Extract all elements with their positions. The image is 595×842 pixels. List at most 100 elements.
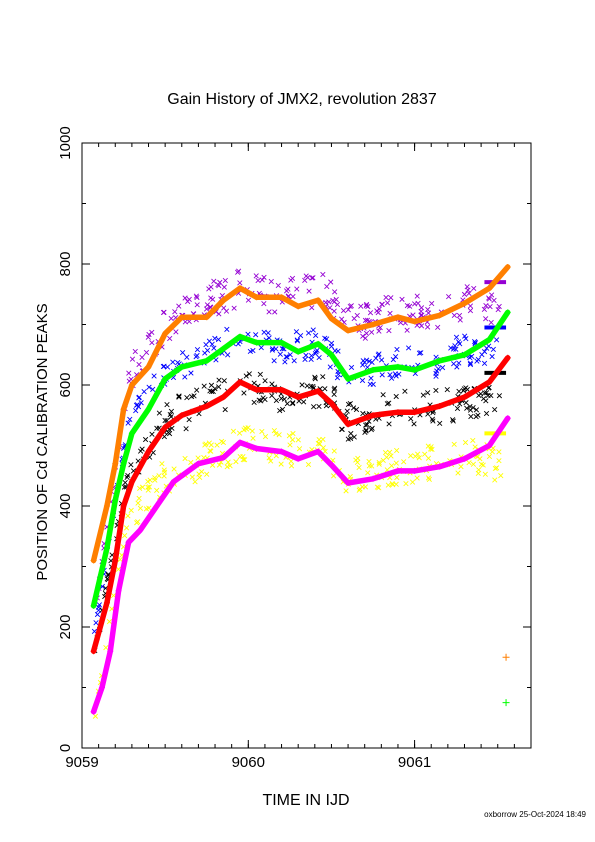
scatter-point — [310, 404, 317, 410]
scatter-point — [186, 416, 192, 423]
series-point — [103, 545, 110, 552]
scatter-point — [356, 487, 362, 493]
scatter-point — [324, 283, 330, 290]
scatter-point — [255, 277, 261, 284]
scatter-point — [384, 300, 391, 306]
scatter-point — [477, 456, 483, 462]
scatter-point — [159, 461, 165, 467]
scatter-point — [343, 488, 349, 494]
scatter-point — [486, 343, 492, 349]
scatter-point — [245, 297, 252, 303]
plot-area — [90, 264, 511, 719]
scatter-point — [363, 427, 369, 433]
scatter-point — [415, 451, 421, 457]
scatter-point — [476, 392, 482, 399]
scatter-point — [134, 520, 140, 526]
scatter-point — [288, 277, 294, 283]
series-point — [90, 648, 97, 655]
scatter-point — [184, 354, 190, 360]
series-point — [370, 321, 377, 328]
scatter-point — [322, 335, 328, 341]
series-point — [328, 400, 335, 407]
scatter-point — [287, 352, 293, 358]
scatter-point — [464, 284, 470, 290]
scatter-point — [142, 436, 149, 443]
scatter-point — [467, 407, 474, 413]
scatter-point — [425, 310, 432, 316]
scatter-point — [236, 430, 243, 436]
scatter-point — [360, 333, 366, 339]
series-point — [128, 382, 135, 388]
scatter-point — [473, 407, 480, 413]
series-point — [370, 412, 377, 419]
scatter-point — [161, 473, 167, 479]
scatter-point — [379, 372, 385, 378]
y-tick-label: 0 — [57, 744, 74, 752]
scatter-point — [261, 274, 267, 280]
series-point — [145, 448, 152, 455]
scatter-point — [117, 556, 123, 563]
scatter-point — [251, 380, 257, 386]
y-tick-label: 600 — [57, 372, 74, 397]
scatter-point — [166, 431, 173, 437]
scatter-point — [253, 332, 259, 338]
scatter-point — [347, 303, 353, 310]
scatter-point — [184, 395, 190, 401]
scatter-point — [358, 303, 364, 309]
scatter-point — [312, 376, 318, 382]
scatter-point — [354, 459, 361, 466]
scatter-point — [416, 455, 422, 461]
series-point — [220, 297, 227, 304]
series-point — [120, 503, 127, 509]
scatter-point — [339, 426, 345, 432]
scatter-point — [237, 280, 243, 286]
scatter-point — [364, 421, 370, 428]
scatter-point — [464, 405, 470, 411]
scatter-point — [331, 448, 337, 454]
scatter-point — [386, 328, 392, 334]
scatter-point — [462, 439, 469, 446]
series-markers — [90, 415, 511, 715]
scatter-point — [145, 478, 151, 485]
scatter-point — [496, 393, 503, 399]
series-point — [504, 264, 511, 271]
series-point — [486, 285, 493, 292]
scatter-point — [388, 453, 394, 459]
scatter-point — [327, 364, 333, 370]
scatter-point — [193, 354, 199, 360]
scatter-point — [314, 347, 320, 353]
scatter-point — [139, 354, 145, 360]
scatter-point — [296, 446, 303, 452]
series-point — [112, 460, 119, 467]
scatter-point — [269, 393, 275, 399]
scatter-point — [268, 458, 274, 464]
series-line — [90, 355, 511, 654]
scatter-point — [362, 317, 369, 324]
series-point — [436, 403, 443, 410]
series-point — [107, 648, 114, 655]
scatter-point — [204, 471, 210, 477]
scatter-point — [317, 441, 323, 447]
scatter-point — [271, 358, 277, 364]
scatter-point — [376, 306, 382, 312]
scatter-point — [495, 306, 501, 313]
scatter-point — [490, 346, 496, 352]
scatter-point — [374, 484, 380, 490]
scatter-point — [139, 484, 146, 490]
scatter-point — [491, 297, 497, 304]
scatter-point — [171, 466, 177, 472]
series-point — [315, 340, 322, 347]
scatter-point — [368, 329, 375, 335]
series-point — [461, 351, 468, 358]
scatter-point — [216, 384, 222, 390]
series-point — [295, 455, 302, 462]
scatter-point — [394, 447, 400, 454]
scatter-point — [498, 473, 504, 479]
scatter-point — [422, 451, 428, 457]
scatter-point — [96, 602, 103, 608]
scatter-point — [340, 308, 347, 314]
scatter-point — [333, 296, 339, 303]
scatter-point — [273, 453, 279, 459]
scatter-point — [425, 455, 432, 461]
